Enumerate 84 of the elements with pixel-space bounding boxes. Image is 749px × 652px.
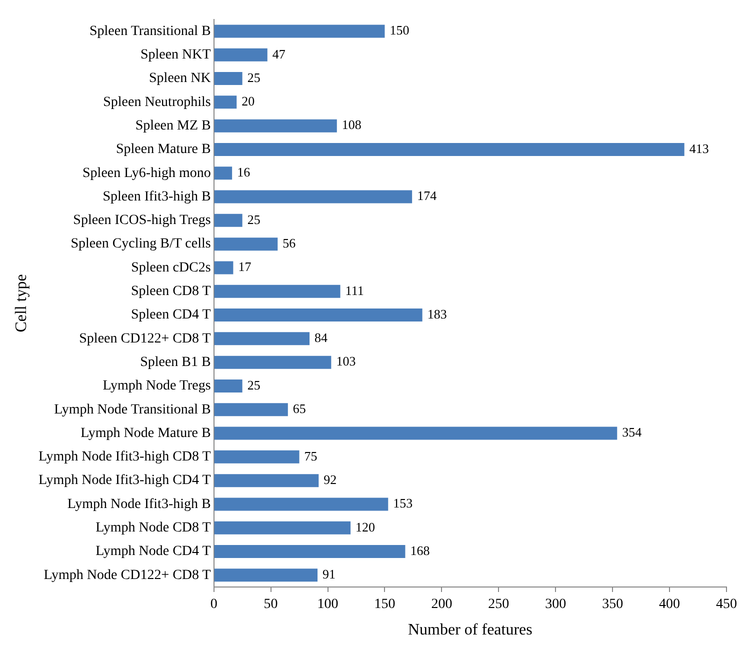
- y-tick-label: Lymph Node CD122+ CD8 T: [44, 568, 212, 583]
- y-tick-label: Spleen ICOS-high Tregs: [73, 213, 211, 228]
- data-label: 25: [247, 70, 260, 85]
- y-tick-label: Spleen NKT: [140, 48, 212, 63]
- y-tick-label: Lymph Node Mature B: [80, 426, 211, 441]
- x-tick-label: 300: [545, 597, 566, 612]
- y-tick-label: Spleen CD4 T: [130, 308, 212, 323]
- y-tick-label: Spleen Neutrophils: [103, 94, 211, 110]
- data-label: 150: [390, 22, 410, 38]
- y-tick-label: Spleen CD122+ CD8 T: [79, 331, 212, 346]
- data-label: 153: [393, 496, 413, 511]
- data-label: 75: [304, 448, 318, 464]
- data-label: 20: [242, 94, 255, 109]
- bar: [214, 142, 684, 156]
- x-tick-label: 150: [374, 597, 396, 612]
- bar: [214, 379, 242, 392]
- data-label: 56: [282, 235, 296, 250]
- bar: [214, 332, 310, 346]
- data-label: 25: [247, 377, 260, 392]
- data-label: 111: [345, 282, 364, 298]
- bar: [214, 261, 234, 274]
- y-tick-label: Lymph Node CD4 T: [96, 544, 212, 560]
- bar: [214, 284, 340, 298]
- bar: [214, 190, 412, 204]
- data-label: 183: [427, 306, 447, 322]
- data-label: 103: [336, 354, 356, 369]
- data-label: 174: [417, 188, 438, 204]
- y-axis-title: Cell type: [12, 274, 30, 332]
- data-label: 168: [410, 542, 430, 558]
- y-tick-label: Spleen Ly6-high mono: [82, 166, 211, 181]
- y-tick-label: Lymph Node Tregs: [102, 378, 211, 394]
- x-tick-label: 100: [317, 597, 338, 612]
- data-label: 16: [237, 164, 251, 180]
- bar: [214, 426, 618, 440]
- bar: [214, 403, 288, 416]
- bar: [214, 24, 385, 38]
- bar: [214, 568, 318, 582]
- bar: [214, 545, 406, 558]
- data-label: 354: [622, 424, 642, 440]
- data-label: 65: [292, 401, 306, 416]
- bar: [214, 72, 242, 86]
- bar: [214, 498, 388, 511]
- y-tick-label: Lymph Node Ifit3-high CD8 T: [38, 450, 212, 465]
- bar: [214, 474, 319, 488]
- bar: [214, 166, 232, 180]
- bar: [214, 48, 268, 62]
- bar: [214, 119, 337, 132]
- x-tick-label: 450: [716, 597, 737, 612]
- x-axis-title: Number of features: [408, 622, 532, 639]
- bar: [214, 450, 300, 464]
- bar: [214, 356, 332, 369]
- x-tick-label: 200: [431, 597, 452, 612]
- y-tick-label: Spleen Mature B: [116, 142, 211, 158]
- data-label: 25: [247, 212, 260, 227]
- bar: [214, 308, 422, 322]
- x-tick-label: 0: [210, 597, 218, 612]
- data-label: 84: [314, 330, 328, 346]
- bar: [214, 238, 278, 251]
- y-tick-label: Spleen MZ B: [135, 118, 211, 134]
- y-tick-label: Spleen Transitional B: [89, 24, 211, 39]
- x-tick-label: 400: [659, 597, 680, 612]
- y-tick-label: Spleen NK: [149, 71, 211, 86]
- bar: [214, 214, 242, 227]
- data-label: 120: [356, 519, 376, 534]
- x-tick-label: 250: [488, 597, 510, 612]
- x-tick-label: 350: [602, 597, 624, 612]
- y-tick-label: Spleen Ifit3-high B: [102, 189, 211, 204]
- bar: [214, 521, 351, 534]
- y-tick-label: Spleen Cycling B/T cells: [70, 236, 211, 252]
- y-tick-label: Lymph Node Ifit3-high B: [67, 496, 211, 512]
- data-label: 92: [324, 472, 337, 487]
- x-tick-label: 50: [264, 597, 278, 612]
- y-tick-label: Lymph Node Transitional B: [54, 402, 211, 418]
- y-tick-label: Lymph Node Ifit3-high CD4 T: [38, 473, 212, 488]
- data-label: 108: [342, 117, 362, 132]
- y-tick-label: Spleen CD8 T: [130, 284, 212, 300]
- data-label: 47: [272, 46, 286, 62]
- data-label: 413: [689, 140, 709, 156]
- data-label: 91: [322, 566, 336, 582]
- y-tick-label: Spleen B1 B: [140, 354, 211, 370]
- data-label: 17: [238, 259, 252, 274]
- y-tick-label: Spleen cDC2s: [131, 260, 211, 276]
- bar: [214, 96, 237, 109]
- y-tick-label: Lymph Node CD8 T: [96, 520, 212, 536]
